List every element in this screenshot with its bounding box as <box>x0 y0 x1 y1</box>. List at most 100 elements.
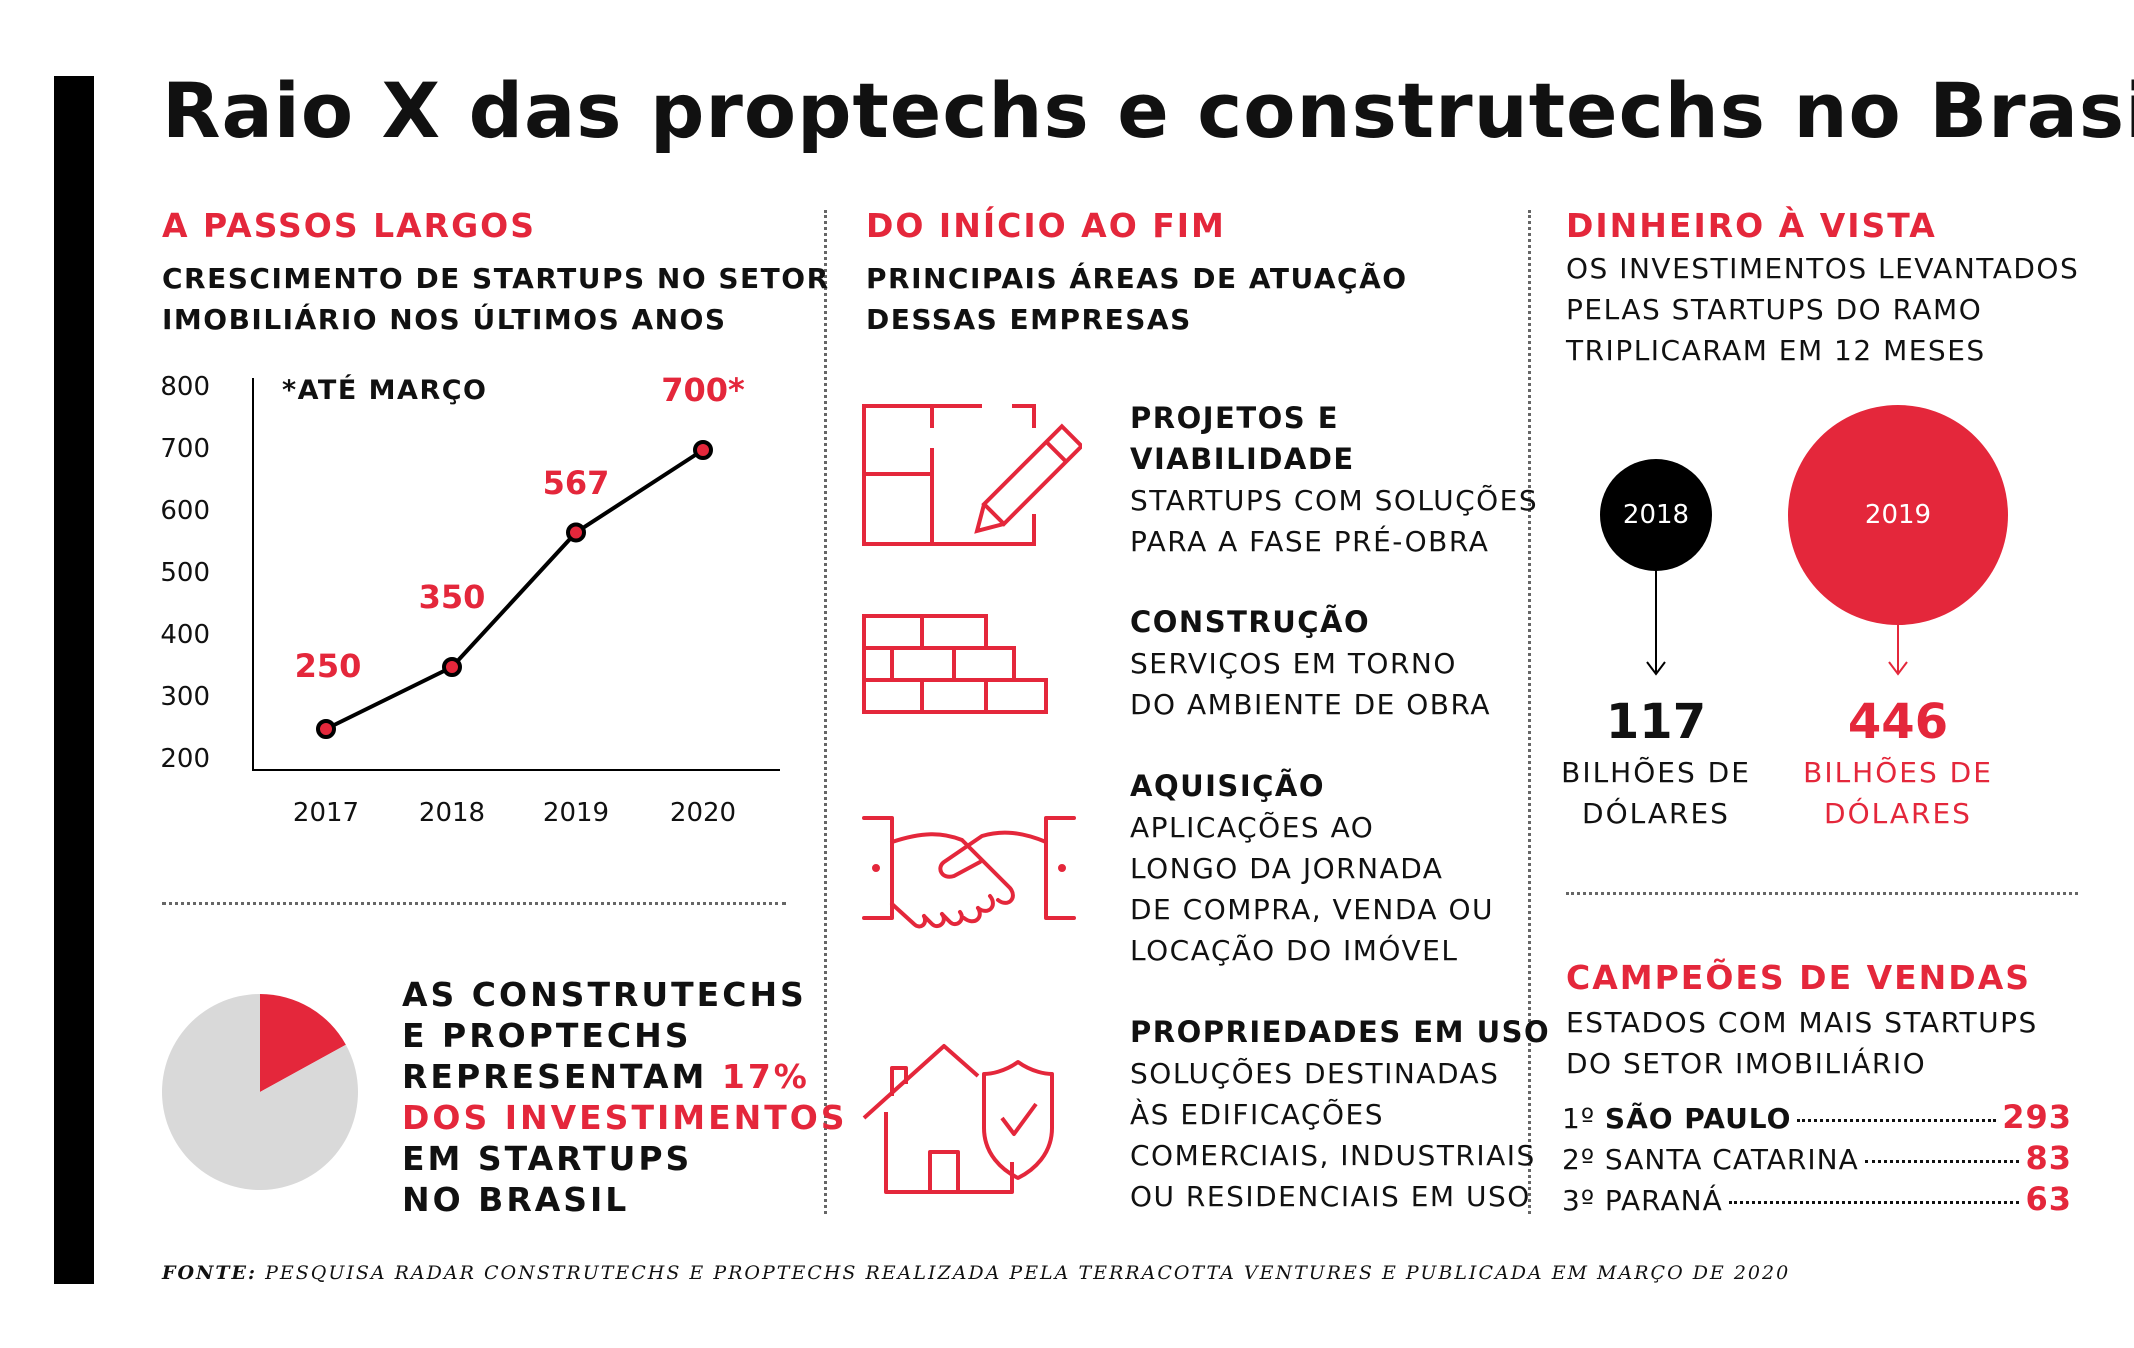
unit-2019: BILHÕES DE DÓLARES <box>1788 752 2008 834</box>
area-desc: DO AMBIENTE DE OBRA <box>1130 688 1491 721</box>
y-tick-label: 400 <box>160 620 210 650</box>
ranking-value: 63 <box>2025 1180 2072 1218</box>
ranking-row: 3º PARANÁ 63 <box>1562 1180 2072 1221</box>
area-desc: DE COMPRA, VENDA OU <box>1130 893 1495 926</box>
area-desc: COMERCIAIS, INDUSTRIAIS <box>1130 1139 1536 1172</box>
y-tick-label: 200 <box>160 744 210 774</box>
section-kicker-ranking: CAMPEÕES DE VENDAS <box>1566 958 2031 997</box>
desc-line: ESTADOS COM MAIS STARTUPS <box>1566 1006 2038 1039</box>
unit-line: DÓLARES <box>1824 797 1972 830</box>
pie-caption-line: REPRESENTAM 17% <box>402 1056 848 1097</box>
section-desc-ranking: ESTADOS COM MAIS STARTUPS DO SETOR IMOBI… <box>1566 1002 2038 1084</box>
ranking-state: PARANÁ <box>1604 1184 1723 1217</box>
unit-2018: BILHÕES DE DÓLARES <box>1546 752 1766 834</box>
subtitle-line: PRINCIPAIS ÁREAS DE ATUAÇÃO <box>866 262 1408 295</box>
area-desc: SERVIÇOS EM TORNO <box>1130 647 1457 680</box>
left-accent-bar <box>54 76 94 1284</box>
area-desc: OU RESIDENCIAIS EM USO <box>1130 1180 1531 1213</box>
x-tick-label: 2018 <box>418 798 486 828</box>
ranking-row: 2º SANTA CATARINA 83 <box>1562 1139 2072 1180</box>
pie-caption: AS CONSTRUTECHS E PROPTECHS REPRESENTAM … <box>402 974 848 1220</box>
ranking-value: 293 <box>2002 1098 2072 1136</box>
chart-note: *ATÉ MARÇO <box>282 375 488 406</box>
ranking-pos: 1º <box>1562 1102 1596 1135</box>
pie-caption-line: DOS INVESTIMENTOS <box>402 1098 848 1137</box>
pie-chart <box>162 994 358 1190</box>
area-desc: STARTUPS COM SOLUÇÕES <box>1130 484 1539 517</box>
ranking-state: SANTA CATARINA <box>1604 1143 1859 1176</box>
unit-line: BILHÕES DE <box>1803 756 1993 789</box>
bubble-2019 <box>1788 405 2008 625</box>
value-2018: 117 <box>1605 694 1707 750</box>
source-note: FONTE: PESQUISA RADAR CONSTRUTECHS E PRO… <box>162 1262 1790 1284</box>
desc-line: OS INVESTIMENTOS LEVANTADOS <box>1566 252 2080 285</box>
section-desc-money: OS INVESTIMENTOS LEVANTADOS PELAS STARTU… <box>1566 248 2079 371</box>
ranking-state: SÃO PAULO <box>1604 1102 1792 1135</box>
leader-dots <box>1797 1119 1997 1122</box>
area-aquisicao: AQUISIÇÃO APLICAÇÕES AO LONGO DA JORNADA… <box>1130 766 1494 971</box>
bubble-2019-year: 2019 <box>1864 500 1932 530</box>
section-subtitle-growth: CRESCIMENTO DE STARTUPS NO SETOR IMOBILI… <box>162 258 830 340</box>
area-desc: LONGO DA JORNADA <box>1130 852 1444 885</box>
bubble-2019-arrowhead <box>1888 661 1908 676</box>
handshake-icon <box>862 816 1076 929</box>
bubble-2018-arrowhead <box>1646 661 1666 676</box>
pie-caption-line: AS CONSTRUTECHS <box>402 975 807 1014</box>
ranking-pos: 2º <box>1562 1143 1596 1176</box>
ranking-pos: 3º <box>1562 1184 1596 1217</box>
column-divider-1 <box>824 210 827 1214</box>
area-propriedades: PROPRIEDADES EM USO SOLUÇÕES DESTINADAS … <box>1130 1012 1550 1217</box>
pie-caption-text: REPRESENTAM <box>402 1057 708 1096</box>
leader-dots <box>1728 1201 2020 1204</box>
unit-line: BILHÕES DE <box>1561 756 1751 789</box>
ranking-row: 1º SÃO PAULO 293 <box>1562 1098 2072 1139</box>
area-desc: SOLUÇÕES DESTINADAS <box>1130 1057 1500 1090</box>
data-label: 250 <box>294 647 362 685</box>
y-tick-label: 800 <box>160 372 210 402</box>
area-projetos: PROJETOS E VIABILIDADE STARTUPS COM SOLU… <box>1130 398 1538 562</box>
column-divider-2 <box>1528 210 1531 1214</box>
area-desc: LOCAÇÃO DO IMÓVEL <box>1130 934 1459 967</box>
data-label: 700* <box>661 371 745 409</box>
x-tick-label: 2017 <box>292 798 360 828</box>
x-tick-label: 2019 <box>542 798 610 828</box>
section-subtitle-areas: PRINCIPAIS ÁREAS DE ATUAÇÃO DESSAS EMPRE… <box>866 258 1408 340</box>
y-tick-label: 300 <box>160 682 210 712</box>
area-title: AQUISIÇÃO <box>1130 769 1325 803</box>
house-shield-icon <box>862 1044 1054 1194</box>
data-label: 567 <box>542 464 610 502</box>
area-desc: ÀS EDIFICAÇÕES <box>1130 1098 1384 1131</box>
y-tick-label: 700 <box>160 434 210 464</box>
bubble-2018 <box>1600 459 1712 571</box>
section-kicker-money: DINHEIRO À VISTA <box>1566 206 1937 245</box>
section-divider <box>162 902 786 905</box>
unit-line: DÓLARES <box>1582 797 1730 830</box>
y-tick-label: 500 <box>160 558 210 588</box>
pie-caption-line: E PROPTECHS <box>402 1016 692 1055</box>
pie-caption-line: NO BRASIL <box>402 1180 630 1219</box>
desc-line: TRIPLICARAM EM 12 MESES <box>1566 334 1986 367</box>
pie-slice-highlight <box>260 994 346 1092</box>
area-title: VIABILIDADE <box>1130 442 1355 476</box>
leader-dots <box>1864 1160 2020 1163</box>
value-2019: 446 <box>1847 694 1949 750</box>
area-title: CONSTRUÇÃO <box>1130 605 1371 639</box>
subtitle-line: CRESCIMENTO DE STARTUPS NO SETOR <box>162 262 830 295</box>
section-kicker-growth: A PASSOS LARGOS <box>162 206 536 245</box>
area-construcao: CONSTRUÇÃO SERVIÇOS EM TORNO DO AMBIENTE… <box>1130 602 1491 725</box>
data-label: 350 <box>418 578 486 616</box>
bubble-2018-year: 2018 <box>1622 500 1690 530</box>
page-title: Raio X das proptechs e construtechs no B… <box>162 66 2134 155</box>
desc-line: DO SETOR IMOBILIÁRIO <box>1566 1047 1927 1080</box>
area-title: PROPRIEDADES EM USO <box>1130 1015 1551 1049</box>
area-desc: APLICAÇÕES AO <box>1130 811 1375 844</box>
brick-wall-icon <box>862 614 1048 714</box>
subtitle-line: DESSAS EMPRESAS <box>866 303 1192 336</box>
y-tick-label: 600 <box>160 496 210 526</box>
section-divider <box>1566 892 2078 895</box>
desc-line: PELAS STARTUPS DO RAMO <box>1566 293 1983 326</box>
pie-caption-line: EM STARTUPS <box>402 1139 693 1178</box>
section-kicker-areas: DO INÍCIO AO FIM <box>866 206 1226 245</box>
floorplan-pencil-icon <box>862 404 1082 546</box>
